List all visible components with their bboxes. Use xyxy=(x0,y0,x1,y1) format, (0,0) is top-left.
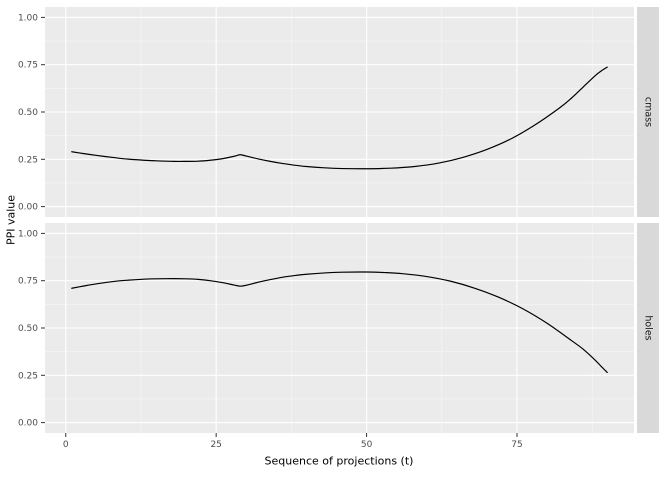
y-tick-label: 0.25 xyxy=(18,371,38,381)
y-axis-title: PPI value xyxy=(4,194,18,246)
line-holes xyxy=(71,271,608,374)
facet-cmass: 0.00 0.25 0.50 0.75 1.00 cmass xyxy=(18,7,659,217)
facet-strip-label: holes xyxy=(643,315,654,340)
facet-strip-holes xyxy=(637,223,659,433)
y-tick-label: 0.00 xyxy=(18,203,38,213)
y-tick-label: 0.50 xyxy=(18,108,38,118)
x-tick-label: 75 xyxy=(511,440,522,450)
x-axis-title: Sequence of projections (t) xyxy=(264,454,414,468)
x-tick-label: 25 xyxy=(210,440,221,450)
facet-holes: 0.00 0.25 0.50 0.75 1.00 holes xyxy=(18,223,659,433)
facet-strip-cmass xyxy=(637,7,659,217)
y-tick-label: 0.00 xyxy=(18,419,38,429)
y-tick-label: 1.00 xyxy=(18,229,38,239)
facet-strip-label: cmass xyxy=(643,97,654,127)
y-tick-label: 0.25 xyxy=(18,155,38,165)
y-tick-label: 0.75 xyxy=(18,61,38,71)
line-cmass xyxy=(71,66,608,170)
x-tick-label: 50 xyxy=(361,440,373,450)
x-axis: 0 25 50 75 xyxy=(63,433,523,450)
y-tick-label: 1.00 xyxy=(18,13,38,23)
y-tick-label: 0.75 xyxy=(18,277,38,287)
y-tick-label: 0.50 xyxy=(18,324,38,334)
x-tick-label: 0 xyxy=(63,440,69,450)
